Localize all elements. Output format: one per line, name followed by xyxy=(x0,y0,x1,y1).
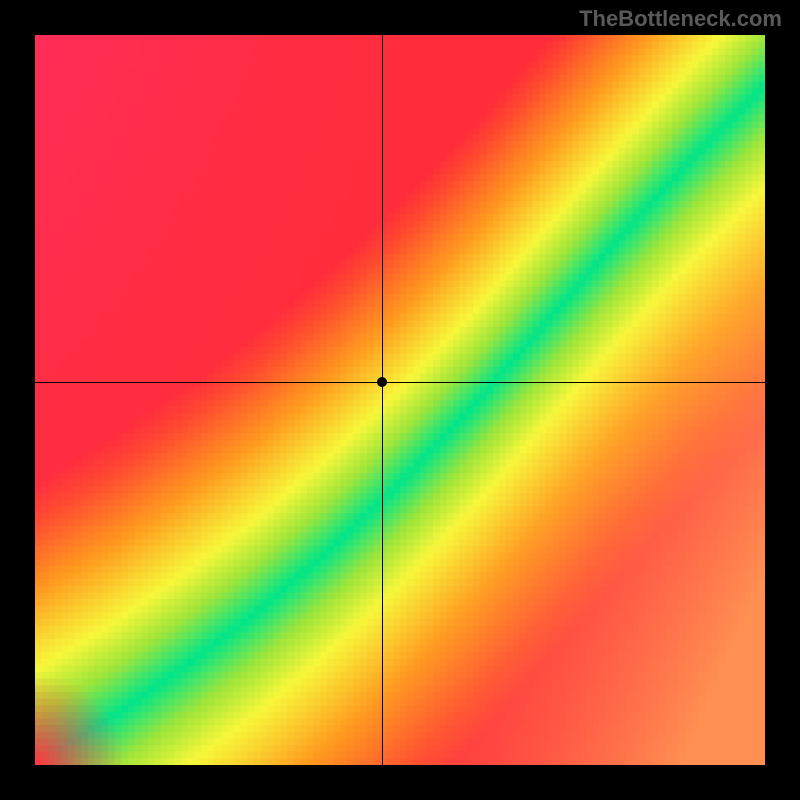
crosshair-marker xyxy=(377,377,387,387)
heatmap-canvas xyxy=(35,35,765,765)
heatmap-plot xyxy=(35,35,765,765)
watermark-text: TheBottleneck.com xyxy=(579,6,782,32)
crosshair-horizontal xyxy=(35,382,765,383)
crosshair-vertical xyxy=(382,35,383,765)
